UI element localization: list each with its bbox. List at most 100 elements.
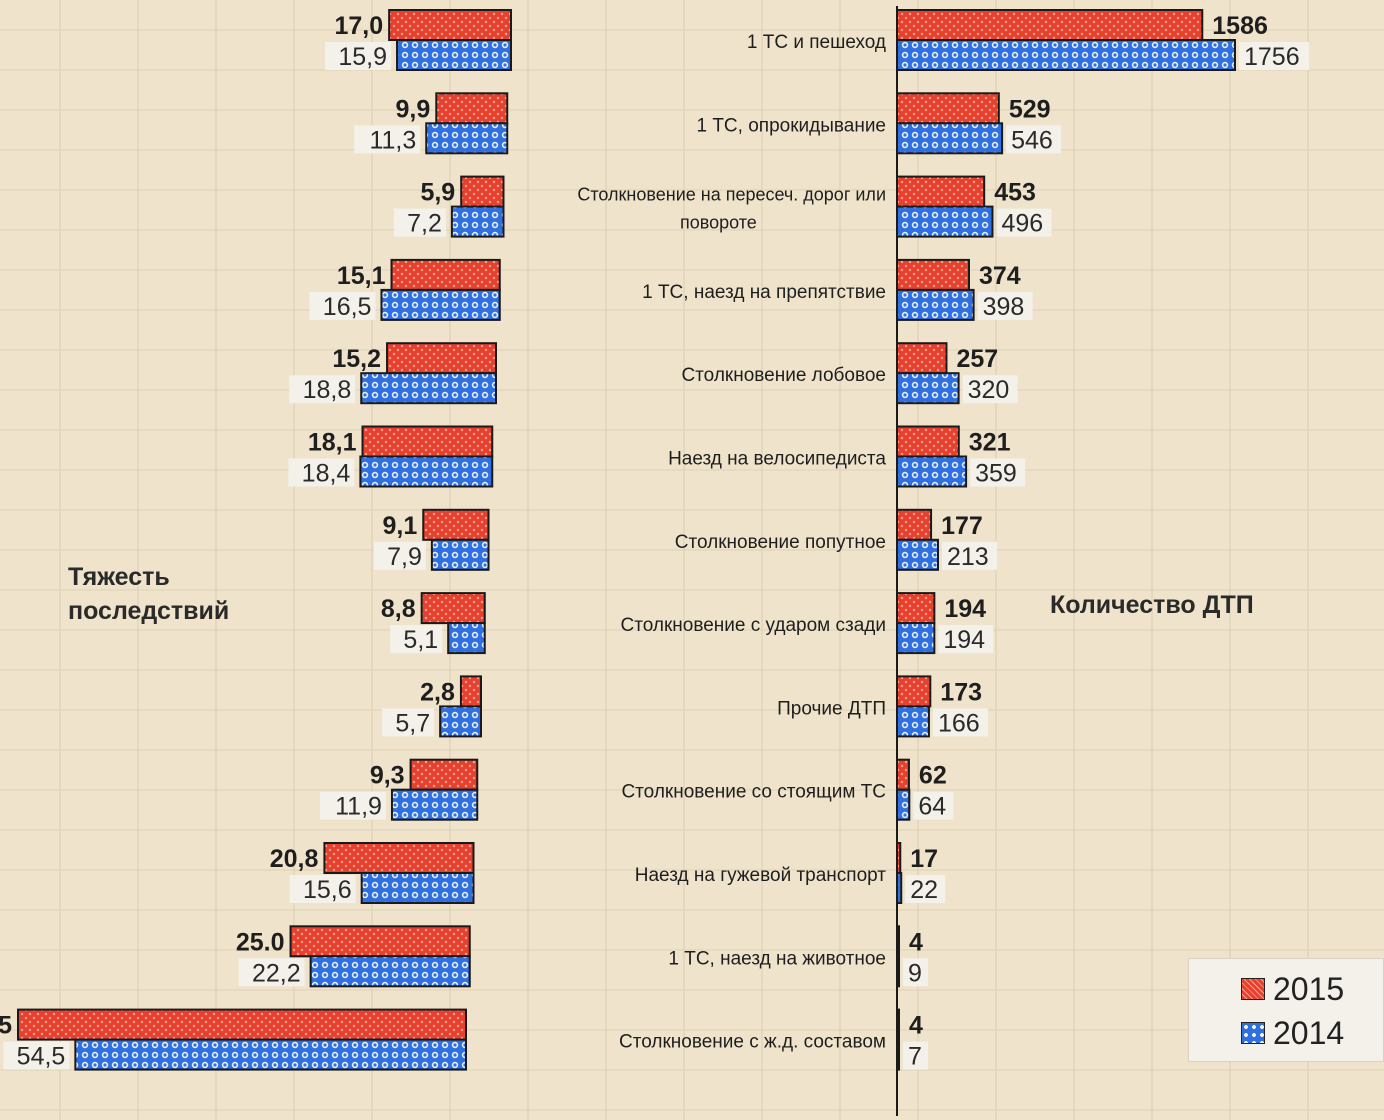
severity-label-box-2014 <box>238 958 305 987</box>
severity-label-box-2014 <box>390 625 443 654</box>
count-label-2014: 22 <box>910 876 938 904</box>
category-label: Прочие ДТП <box>777 698 886 719</box>
category-label: Столкновение лобовое <box>681 365 886 386</box>
severity-bar-2015 <box>388 9 513 41</box>
severity-bar-2014 <box>309 955 471 988</box>
severity-label-box-2014 <box>309 291 376 320</box>
count-label-2014: 359 <box>975 460 1017 488</box>
count-bar-2015 <box>896 592 936 625</box>
count-label-2015: 529 <box>1009 95 1051 123</box>
count-label-box-2014 <box>938 625 994 654</box>
severity-label-box-2014 <box>3 1041 70 1070</box>
left-chart-title: Тяжесть последствий <box>68 563 230 625</box>
severity-label-2015: 25.0 <box>236 928 285 956</box>
severity-bar-2015 <box>420 592 486 625</box>
severity-label-2014: 18,8 <box>303 376 352 404</box>
count-bar-2014 <box>896 705 930 738</box>
category-label: 1 ТС, наезд на препятствие <box>642 282 886 303</box>
severity-bar-2015 <box>435 92 509 125</box>
category-label: Столкновение с ударом сзади <box>621 615 886 636</box>
severity-label-box-2014 <box>288 458 355 487</box>
legend: 2015 2014 <box>1188 958 1384 1062</box>
count-bar-2015 <box>896 175 986 208</box>
legend-item-2015: 2015 <box>1241 971 1344 1007</box>
count-label-2015: 4 <box>909 928 923 956</box>
severity-bar-2015 <box>409 758 479 791</box>
count-label-2014: 213 <box>947 543 989 571</box>
severity-label-2014: 11,3 <box>369 126 416 154</box>
count-bar-2014 <box>896 39 1236 71</box>
count-label-2014: 398 <box>983 293 1025 321</box>
count-label-box-2014 <box>903 1041 928 1070</box>
legend-swatch-2014 <box>1241 1022 1265 1044</box>
severity-label-2014: 15,6 <box>303 876 352 904</box>
severity-bar-2015 <box>361 425 494 458</box>
count-label-box-2014 <box>996 208 1052 237</box>
severity-label-2014: 15,9 <box>338 43 387 71</box>
category-label: Столкновение попутное <box>675 532 886 553</box>
severity-bar-2015 <box>422 508 490 541</box>
category-label: Наезд на велосипедиста <box>668 449 886 470</box>
count-bar-2015 <box>896 758 910 791</box>
category-label: Столкновение на пересеч. дорог или <box>577 185 886 205</box>
count-label-box-2014 <box>941 541 997 570</box>
count-bar-2015 <box>896 675 932 708</box>
severity-label-2015: 9,1 <box>383 512 418 540</box>
count-label-box-2014 <box>932 708 988 737</box>
count-label-box-2014 <box>905 875 946 903</box>
count-label-box-2014 <box>977 291 1033 320</box>
count-label-2014: 320 <box>968 376 1010 404</box>
count-bar-2015 <box>896 342 948 375</box>
severity-label-2015: 15,1 <box>337 262 386 290</box>
count-label-box-2014 <box>970 458 1026 487</box>
severity-label-2015: 2,8 <box>420 678 455 706</box>
count-bar-2014 <box>896 538 939 571</box>
severity-label-2015: 62,5 <box>0 1012 12 1040</box>
severity-bar-2015 <box>289 925 471 958</box>
count-label-2015: 453 <box>994 179 1036 207</box>
count-label-2015: 321 <box>969 429 1011 457</box>
right-chart-title: Количество ДТП <box>1050 591 1254 619</box>
severity-label-2015: 8,8 <box>381 595 416 623</box>
category-label: Столкновение с ж.д. составом <box>619 1032 886 1053</box>
count-label-2014: 64 <box>918 793 946 821</box>
count-label-2015: 173 <box>940 678 982 706</box>
count-label-2015: 62 <box>919 762 947 790</box>
count-label-box-2014 <box>903 958 928 987</box>
severity-label-2015: 9,9 <box>396 95 431 123</box>
severity-bar-2014 <box>439 705 482 738</box>
severity-label-2015: 17,0 <box>334 12 383 40</box>
count-bar-2015 <box>896 425 960 458</box>
count-bar-2014 <box>896 622 936 655</box>
severity-bar-2014 <box>74 1038 468 1071</box>
severity-label-2015: 9,3 <box>370 762 405 790</box>
count-label-2015: 194 <box>944 595 986 623</box>
severity-label-2015: 15,2 <box>332 345 381 373</box>
severity-bar-2014 <box>450 205 505 238</box>
category-label: 1 ТС и пешеход <box>747 32 886 53</box>
severity-label-2014: 5,7 <box>395 709 430 737</box>
severity-label-2014: 11,9 <box>335 793 382 821</box>
count-bar-2015 <box>896 92 1000 125</box>
count-label-box-2014 <box>913 791 954 820</box>
severity-label-2015: 18,1 <box>308 429 357 457</box>
severity-chart: 17,0 15,9 9,9 11,35,9 7,2 15,1 16,5 15,2 18,8 18,… <box>0 9 513 1071</box>
count-label-2015: 4 <box>909 1012 923 1040</box>
count-chart: 1586 1756 529 546 453 496 374 398 257 320 321 359 17… <box>896 6 1309 1116</box>
severity-bar-2014 <box>360 372 498 405</box>
count-label-2015: 177 <box>941 512 983 540</box>
count-label-2015: 257 <box>956 345 998 373</box>
severity-label-box-2014 <box>319 791 386 820</box>
severity-bar-2014 <box>359 455 494 488</box>
severity-label-2014: 7,2 <box>407 210 442 238</box>
count-label-box-2014 <box>1239 42 1309 70</box>
count-bar-2015 <box>896 258 970 291</box>
severity-label-2014: 5,1 <box>403 626 438 654</box>
category-label: 1 ТС, наезд на животное <box>668 948 886 969</box>
severity-bar-2014 <box>430 538 490 571</box>
legend-item-2014: 2014 <box>1241 1015 1344 1051</box>
severity-bar-2014 <box>390 788 479 821</box>
severity-label-2014: 54,5 <box>17 1043 66 1071</box>
severity-label-2014: 22,2 <box>252 959 301 987</box>
category-label: 1 ТС, опрокидывание <box>696 115 886 136</box>
